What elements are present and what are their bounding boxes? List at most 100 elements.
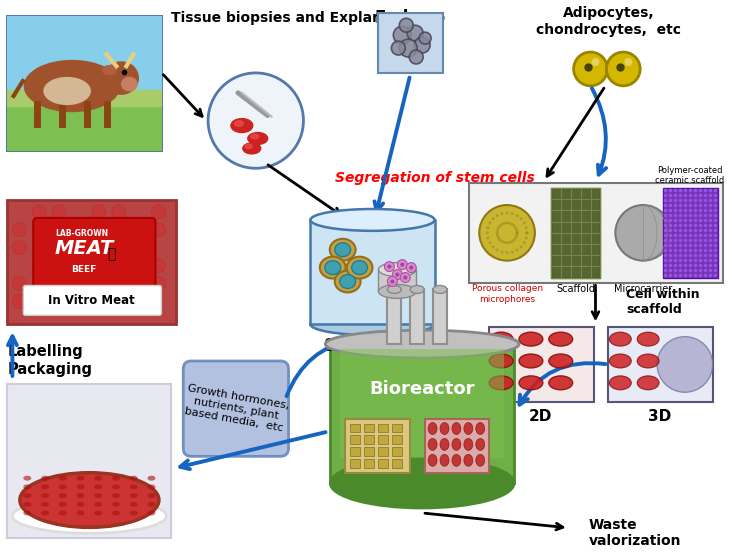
FancyBboxPatch shape: [364, 435, 374, 444]
Circle shape: [525, 232, 528, 234]
Ellipse shape: [20, 473, 159, 527]
Circle shape: [208, 73, 303, 169]
Circle shape: [496, 248, 499, 252]
Circle shape: [514, 227, 517, 229]
Circle shape: [409, 266, 413, 270]
Circle shape: [501, 223, 504, 226]
FancyBboxPatch shape: [410, 290, 424, 344]
Ellipse shape: [112, 484, 120, 489]
Text: Waste
valorization: Waste valorization: [588, 518, 681, 548]
Ellipse shape: [326, 330, 519, 358]
Circle shape: [72, 295, 86, 309]
Ellipse shape: [340, 275, 356, 288]
Ellipse shape: [112, 511, 120, 516]
Circle shape: [513, 238, 516, 242]
Circle shape: [497, 227, 500, 229]
Ellipse shape: [637, 376, 659, 390]
Circle shape: [152, 277, 165, 291]
Circle shape: [488, 222, 491, 224]
Circle shape: [657, 336, 713, 392]
FancyBboxPatch shape: [469, 183, 723, 282]
Ellipse shape: [231, 119, 253, 132]
Circle shape: [499, 238, 502, 242]
Ellipse shape: [24, 511, 31, 516]
FancyBboxPatch shape: [392, 435, 402, 444]
Ellipse shape: [24, 60, 120, 112]
Ellipse shape: [41, 493, 49, 498]
Circle shape: [522, 241, 526, 244]
FancyBboxPatch shape: [350, 435, 360, 444]
Ellipse shape: [76, 484, 84, 489]
Text: In Vitro Meat: In Vitro Meat: [49, 294, 135, 307]
Ellipse shape: [452, 454, 461, 466]
Ellipse shape: [610, 332, 631, 346]
FancyBboxPatch shape: [24, 286, 161, 315]
Circle shape: [394, 26, 411, 44]
Circle shape: [486, 226, 489, 229]
Circle shape: [497, 237, 500, 239]
Circle shape: [400, 39, 417, 57]
Ellipse shape: [334, 243, 351, 257]
Circle shape: [616, 205, 671, 261]
Circle shape: [400, 272, 410, 282]
Circle shape: [384, 262, 394, 272]
Ellipse shape: [440, 422, 449, 435]
Circle shape: [505, 211, 508, 214]
Ellipse shape: [130, 484, 138, 489]
Circle shape: [152, 205, 165, 219]
Ellipse shape: [58, 511, 67, 516]
Ellipse shape: [130, 502, 138, 507]
Ellipse shape: [235, 121, 243, 126]
FancyBboxPatch shape: [378, 435, 388, 444]
FancyBboxPatch shape: [350, 459, 360, 468]
Ellipse shape: [58, 493, 67, 498]
Ellipse shape: [24, 493, 31, 498]
Circle shape: [400, 263, 404, 267]
Circle shape: [397, 259, 407, 270]
FancyBboxPatch shape: [387, 290, 401, 344]
Circle shape: [505, 222, 508, 224]
Circle shape: [496, 232, 499, 234]
Ellipse shape: [464, 454, 473, 466]
Text: Cell within
scaffold: Cell within scaffold: [626, 288, 700, 316]
Ellipse shape: [310, 313, 434, 335]
Ellipse shape: [41, 502, 49, 507]
FancyBboxPatch shape: [310, 220, 434, 324]
Circle shape: [486, 237, 489, 239]
Circle shape: [513, 224, 516, 227]
Ellipse shape: [410, 286, 424, 294]
Ellipse shape: [130, 511, 138, 516]
FancyBboxPatch shape: [663, 188, 718, 277]
Ellipse shape: [147, 493, 155, 498]
FancyBboxPatch shape: [350, 424, 360, 432]
FancyBboxPatch shape: [7, 16, 161, 151]
Ellipse shape: [104, 62, 138, 94]
Circle shape: [407, 25, 423, 41]
Circle shape: [112, 259, 126, 272]
Ellipse shape: [346, 257, 372, 278]
Ellipse shape: [433, 286, 447, 294]
Circle shape: [13, 223, 27, 237]
Circle shape: [391, 41, 406, 55]
Circle shape: [480, 205, 535, 261]
FancyBboxPatch shape: [364, 459, 374, 468]
FancyBboxPatch shape: [392, 424, 402, 432]
Text: Segregation of stem cells: Segregation of stem cells: [335, 171, 535, 185]
Circle shape: [496, 214, 499, 217]
Ellipse shape: [464, 422, 473, 435]
Ellipse shape: [320, 257, 346, 278]
Ellipse shape: [378, 263, 416, 277]
Ellipse shape: [147, 502, 155, 507]
Circle shape: [505, 251, 508, 254]
FancyBboxPatch shape: [350, 448, 360, 456]
Ellipse shape: [440, 454, 449, 466]
Ellipse shape: [452, 422, 461, 435]
Circle shape: [132, 223, 146, 237]
Ellipse shape: [428, 422, 437, 435]
Circle shape: [92, 259, 106, 272]
Ellipse shape: [334, 271, 360, 292]
Text: Adipocytes,
chondrocytes,  etc: Adipocytes, chondrocytes, etc: [536, 6, 681, 37]
Ellipse shape: [519, 376, 543, 390]
Text: Stem cells: Stem cells: [323, 337, 420, 355]
Ellipse shape: [103, 66, 116, 75]
